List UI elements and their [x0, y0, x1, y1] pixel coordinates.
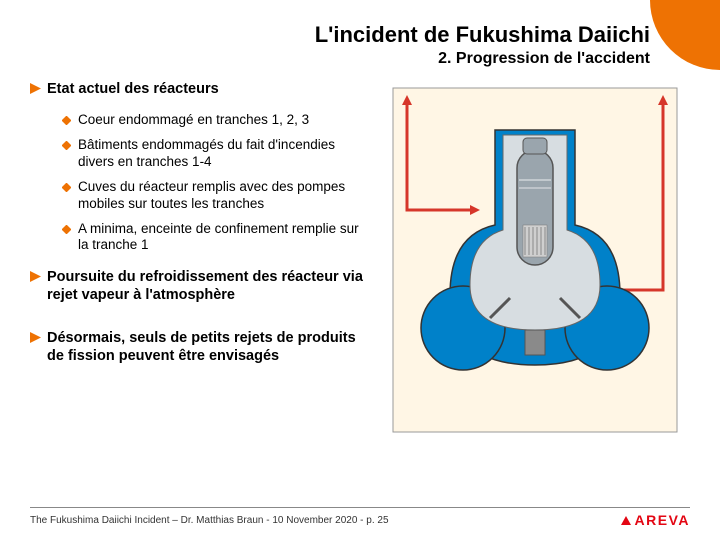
list-item-text: Cuves du réacteur remplis avec des pompe…: [78, 179, 370, 213]
section-1: Etat actuel des réacteurs: [30, 80, 370, 98]
logo-text: AREVA: [635, 512, 690, 528]
section-title: Poursuite du refroidissement des réacteu…: [47, 268, 370, 304]
diagram-container: [380, 80, 690, 440]
page-title: L'incident de Fukushima Daiichi: [0, 22, 650, 48]
triangle-bullet-icon: [30, 271, 41, 282]
triangle-bullet-icon: [30, 83, 41, 94]
diamond-bullet-icon: [62, 141, 71, 150]
footer: The Fukushima Daiichi Incident – Dr. Mat…: [30, 507, 690, 528]
list-item: Bâtiments endommagés du fait d'incendies…: [62, 137, 370, 171]
list-item: A minima, enceinte de confinement rempli…: [62, 221, 370, 255]
list-item: Coeur endommagé en tranches 1, 2, 3: [62, 112, 370, 129]
section-title: Etat actuel des réacteurs: [47, 80, 219, 98]
section-title: Désormais, seuls de petits rejets de pro…: [47, 329, 370, 365]
list-item-text: Bâtiments endommagés du fait d'incendies…: [78, 137, 370, 171]
list-item-text: A minima, enceinte de confinement rempli…: [78, 221, 370, 255]
text-content: Etat actuel des réacteurs Coeur endommag…: [30, 80, 370, 440]
section-3: Désormais, seuls de petits rejets de pro…: [30, 329, 370, 365]
diamond-bullet-icon: [62, 183, 71, 192]
diamond-bullet-icon: [62, 225, 71, 234]
list-item-text: Coeur endommagé en tranches 1, 2, 3: [78, 112, 309, 129]
diamond-bullet-icon: [62, 116, 71, 125]
sub-list-1: Coeur endommagé en tranches 1, 2, 3 Bâti…: [30, 112, 370, 254]
footer-text: The Fukushima Daiichi Incident – Dr. Mat…: [30, 515, 389, 526]
reactor-core: [523, 225, 547, 257]
triangle-bullet-icon: [30, 332, 41, 343]
areva-logo: AREVA: [621, 512, 690, 528]
page-subtitle: 2. Progression de l'accident: [0, 50, 650, 68]
logo-triangle-icon: [621, 516, 631, 525]
corner-accent: [650, 0, 720, 70]
reactor-diagram: [385, 80, 685, 440]
list-item: Cuves du réacteur remplis avec des pompe…: [62, 179, 370, 213]
section-2: Poursuite du refroidissement des réacteu…: [30, 268, 370, 304]
